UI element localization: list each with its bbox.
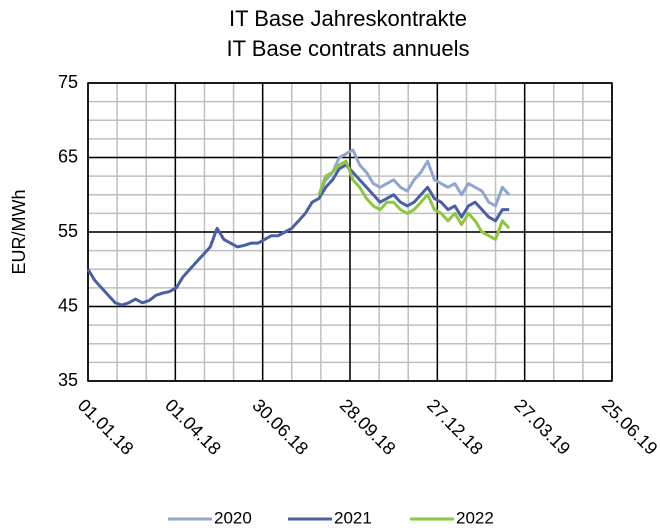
legend-label: 2021: [334, 508, 372, 527]
x-tick-label: 01.04.18: [161, 395, 225, 459]
y-tick-label: 75: [58, 72, 78, 92]
y-axis-label: EUR/MWh: [9, 190, 29, 275]
x-tick-label: 01.01.18: [74, 395, 138, 459]
series-line: [317, 159, 511, 241]
y-tick-label: 45: [58, 295, 78, 315]
chart-title: IT Base Jahreskontrakte: [229, 6, 467, 31]
legend-label: 2020: [214, 508, 252, 527]
y-tick-label: 65: [58, 146, 78, 166]
x-tick-label: 25.06.19: [598, 395, 660, 459]
series-line: [317, 148, 511, 208]
x-tick-label: 28.09.18: [336, 395, 400, 459]
x-tick-label: 27.03.19: [510, 395, 574, 459]
x-tick-label: 30.06.18: [248, 395, 312, 459]
plot-border: [87, 82, 613, 382]
series-line: [86, 163, 510, 307]
x-tick-label: 27.12.18: [423, 395, 487, 459]
y-tick-label: 35: [58, 370, 78, 390]
y-tick-label: 55: [58, 221, 78, 241]
legend-label: 2022: [456, 508, 494, 527]
chart-subtitle: IT Base contrats annuels: [227, 36, 470, 61]
